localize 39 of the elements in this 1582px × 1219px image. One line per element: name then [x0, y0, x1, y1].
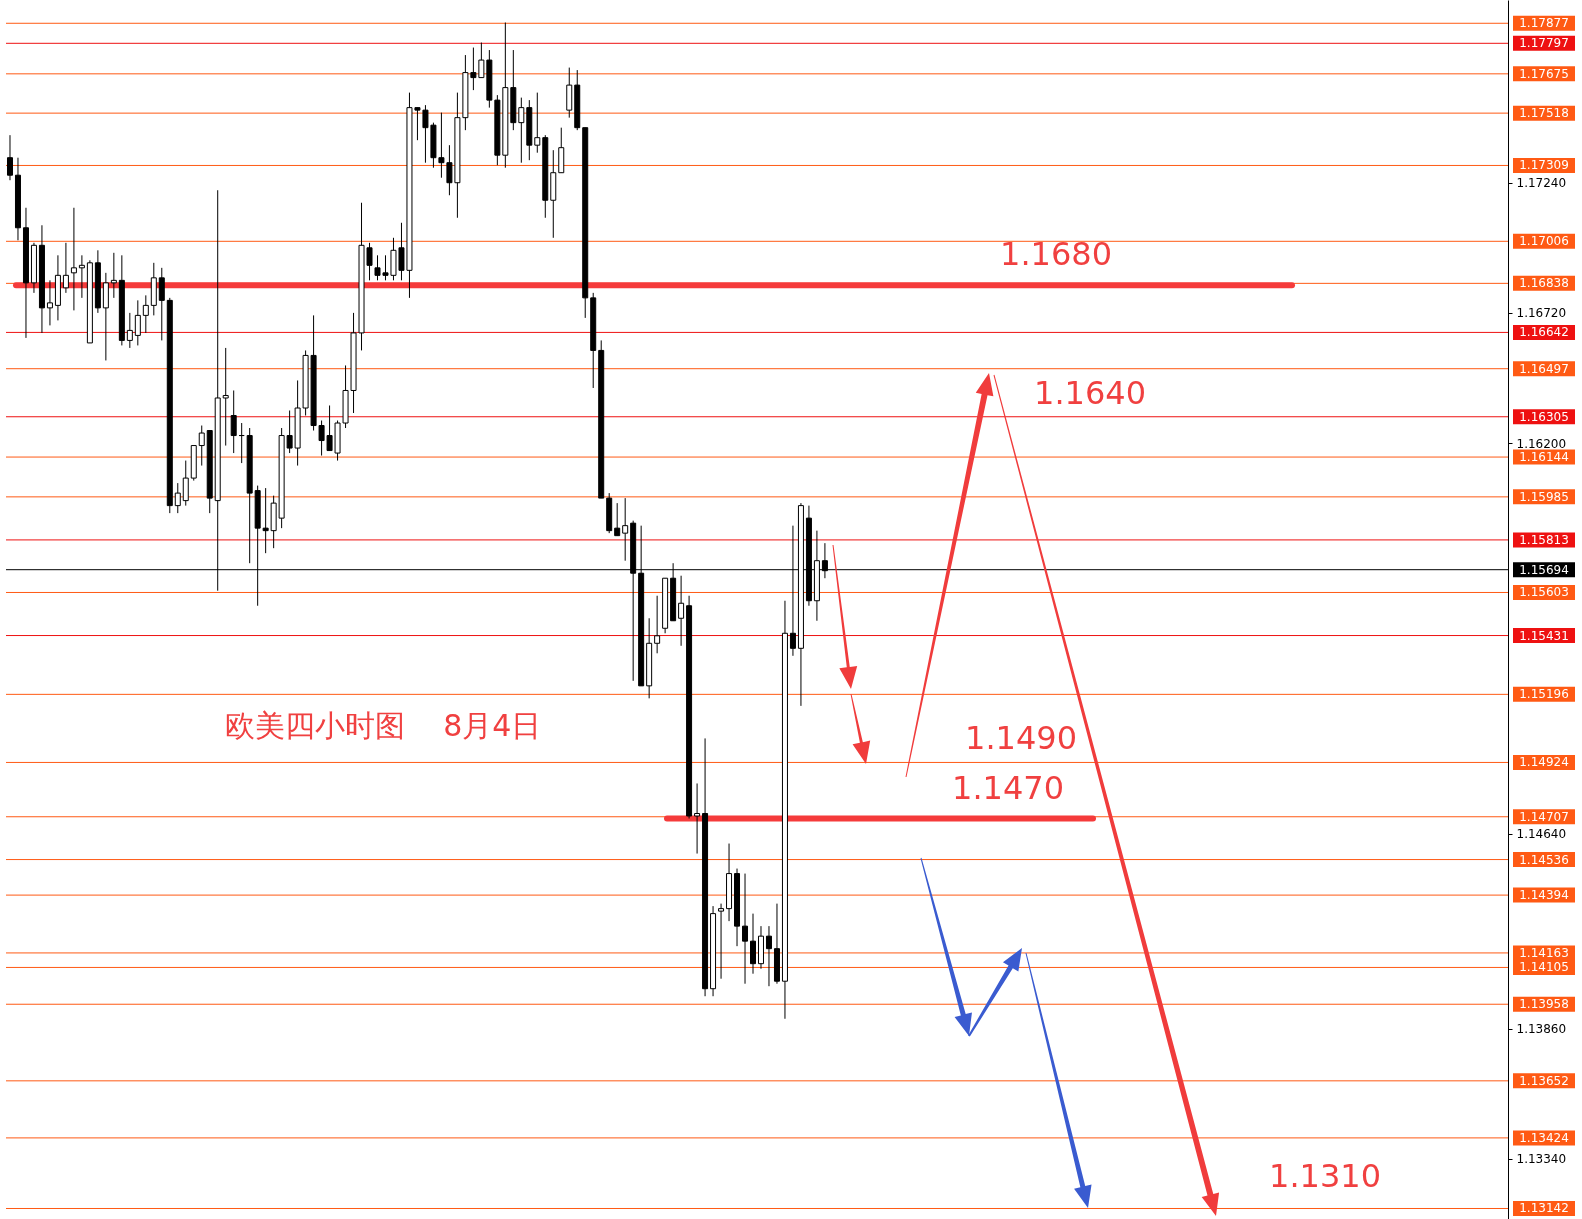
annotation: 1.1640	[1034, 374, 1146, 412]
y-tick-label: 1.13860	[1516, 1022, 1567, 1037]
y-tick-label: 1.14640	[1516, 827, 1567, 842]
ref-line-label: 1.15603	[1519, 585, 1569, 600]
ref-line-label: 1.14707	[1519, 809, 1569, 824]
y-tick-label: 1.13340	[1516, 1152, 1567, 1167]
ref-line-label: 1.15431	[1519, 628, 1569, 643]
ref-line-label: 1.13958	[1519, 997, 1569, 1012]
ref-line-label: 1.14536	[1519, 852, 1569, 867]
ref-line-label: 1.16144	[1519, 450, 1569, 465]
ref-line-label: 1.14924	[1519, 755, 1569, 770]
ref-line-label: 1.15985	[1519, 489, 1569, 504]
ref-line-label: 1.17309	[1519, 158, 1569, 173]
ref-line-label: 1.17877	[1519, 16, 1569, 31]
ref-line-label: 1.13142	[1519, 1201, 1569, 1216]
annotation: 1.1490	[965, 719, 1077, 757]
ref-line-label: 1.14394	[1519, 888, 1569, 903]
ref-line-label: 1.16642	[1519, 325, 1569, 340]
y-tick-label: 1.16720	[1516, 306, 1567, 321]
ref-line-label: 1.14163	[1519, 945, 1569, 960]
ref-line-label: 1.13424	[1519, 1130, 1569, 1145]
ref-line-label: 1.13652	[1519, 1073, 1569, 1088]
y-tick-label: 1.16200	[1516, 436, 1567, 451]
ref-line-label: 1.14105	[1519, 960, 1569, 975]
ref-line-label: 1.16497	[1519, 361, 1569, 376]
annotation: 1.1310	[1269, 1157, 1381, 1195]
ref-line-label: 1.15694	[1519, 562, 1569, 577]
annotation: 欧美四小时图 8月4日	[225, 707, 542, 743]
ref-line-label: 1.17675	[1519, 66, 1569, 81]
ref-line-label: 1.17518	[1519, 106, 1569, 121]
ref-line-label: 1.15196	[1519, 687, 1569, 702]
ref-line-label: 1.1470	[952, 769, 1064, 807]
ref-line-label: 1.17797	[1519, 36, 1569, 51]
annotation: 1.1680	[1000, 235, 1112, 273]
ref-line-label: 1.15813	[1519, 532, 1569, 547]
ref-line-label: 1.17006	[1519, 234, 1569, 249]
ref-line-label: 1.16305	[1519, 409, 1569, 424]
ref-line-label: 1.16838	[1519, 276, 1569, 291]
y-tick-label: 1.17240	[1516, 176, 1567, 191]
